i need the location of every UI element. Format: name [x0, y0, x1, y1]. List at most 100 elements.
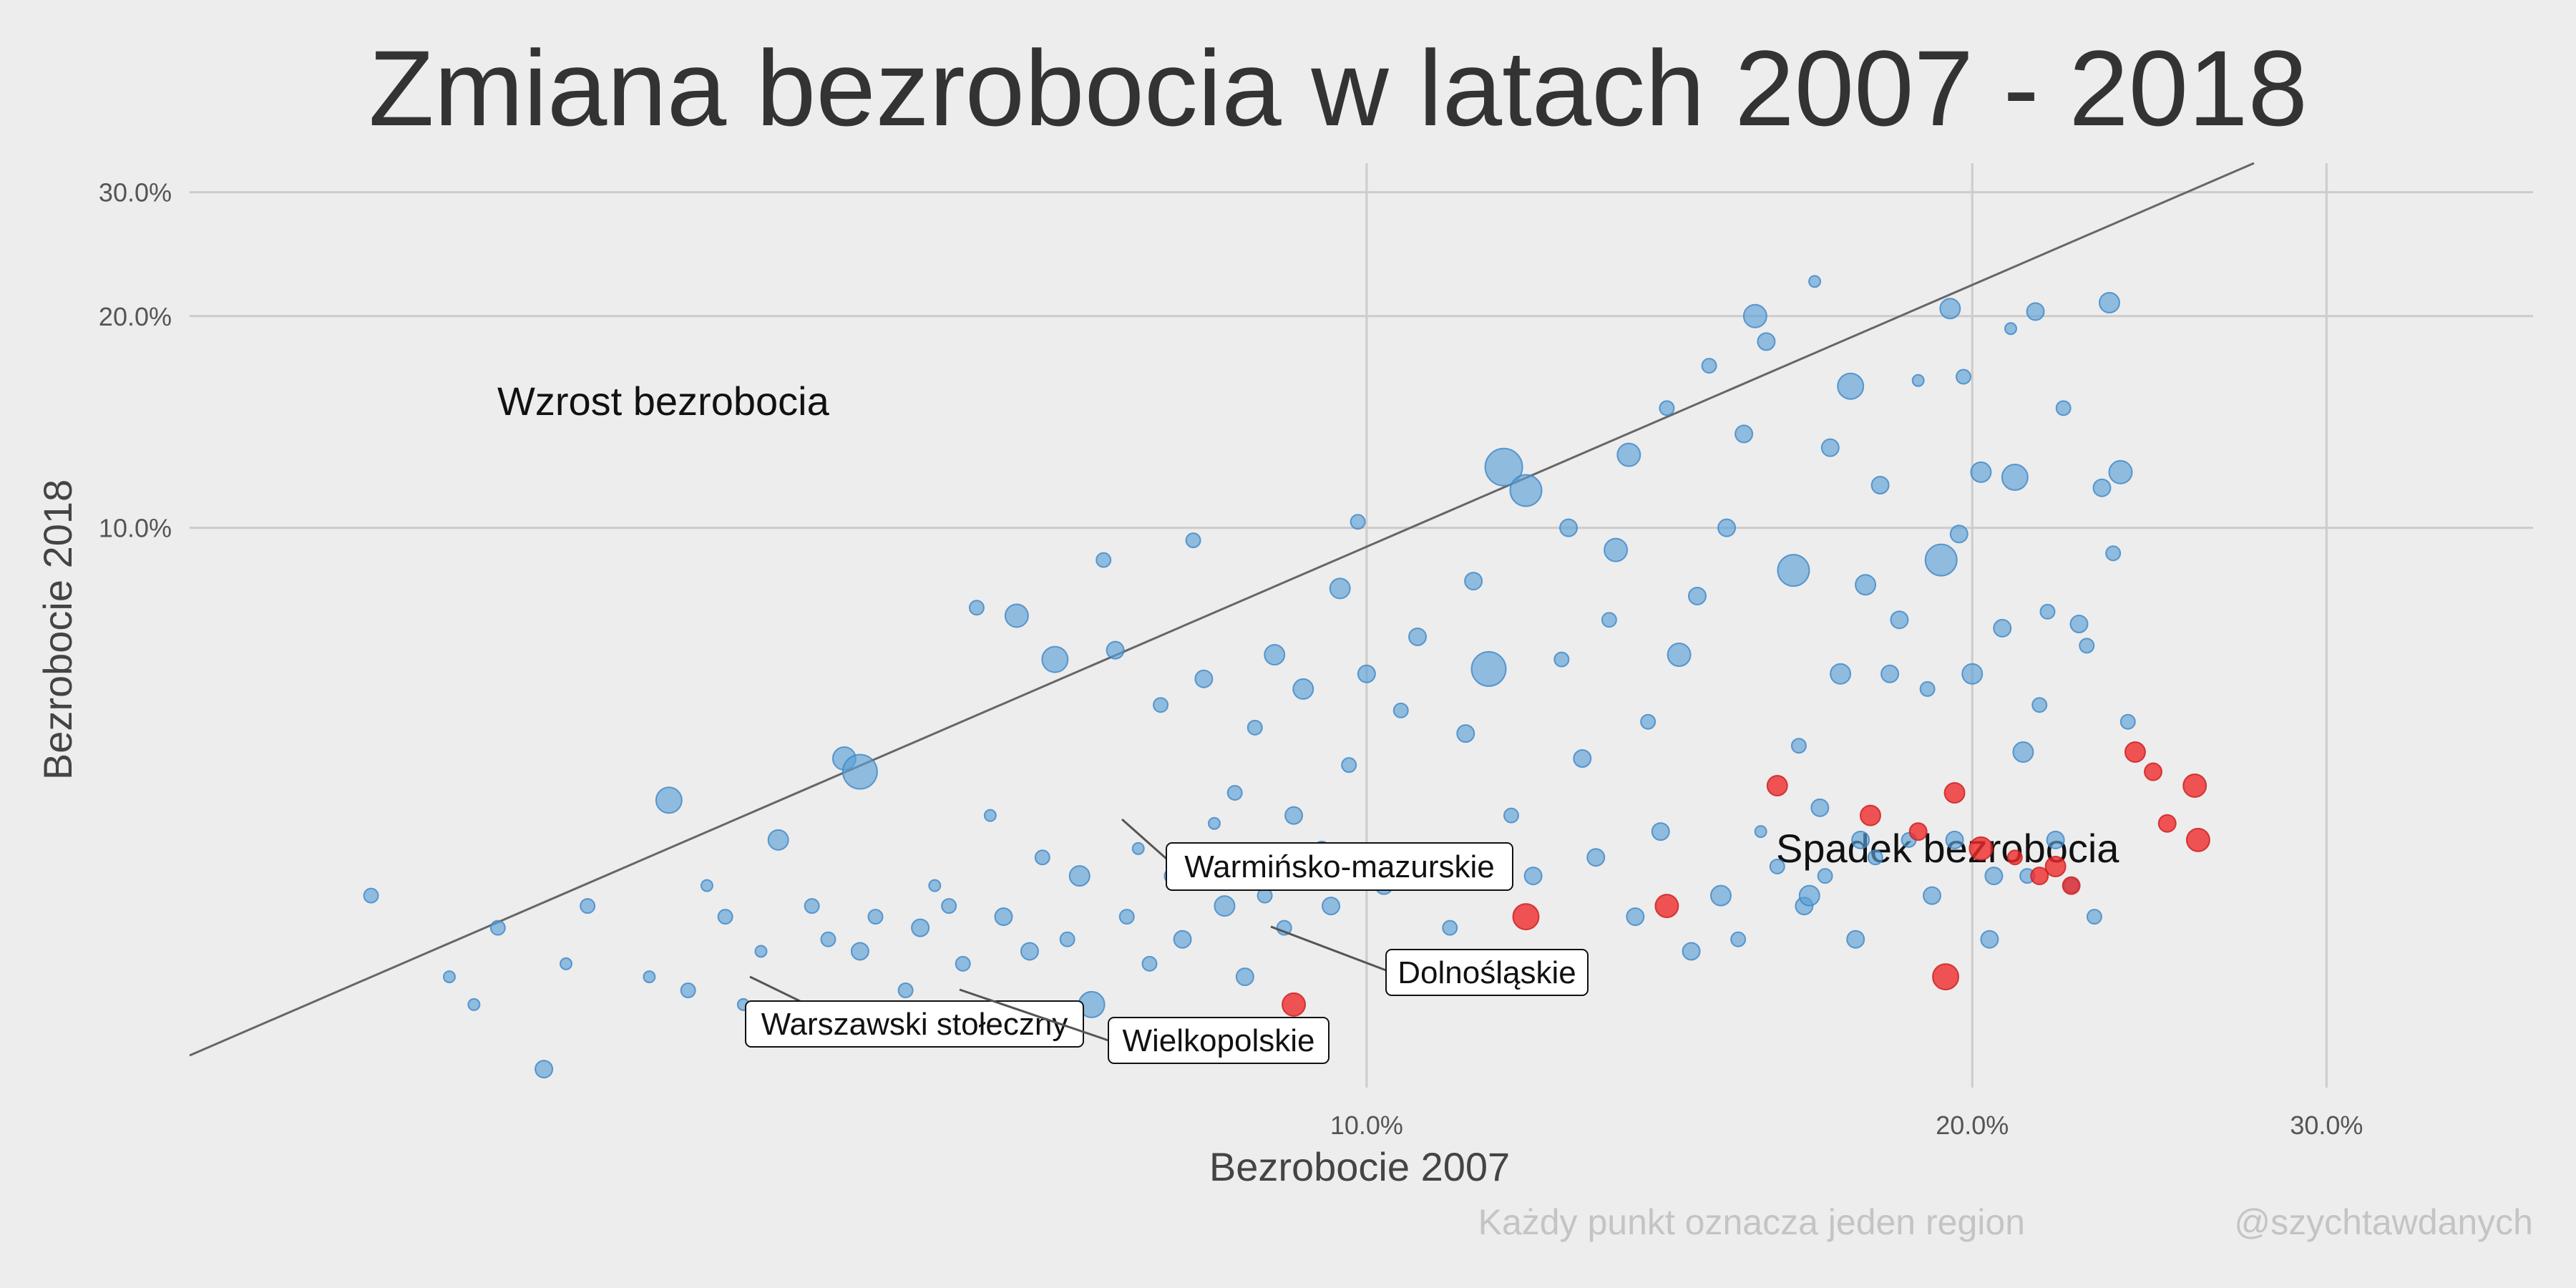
region-point — [535, 1060, 554, 1079]
region-point — [955, 955, 971, 972]
region-point — [983, 809, 997, 822]
callout-label-wielkopolskie: Wielkopolskie — [1123, 1023, 1315, 1058]
region-point — [442, 970, 456, 984]
highlighted-region-point — [2044, 855, 2067, 877]
callout-label-warminsko-mazurskie: Warmińsko-mazurskie — [1184, 849, 1495, 884]
region-point — [928, 879, 942, 892]
region-point — [643, 970, 656, 984]
region-point — [1970, 461, 1992, 483]
region-point — [1141, 955, 1158, 972]
region-point — [1041, 645, 1069, 673]
region-point — [1855, 574, 1877, 596]
region-point — [700, 879, 713, 892]
y-tick-label: 20.0% — [99, 302, 172, 331]
region-point — [1923, 886, 1942, 905]
region-point — [1945, 830, 1964, 849]
region-point — [2069, 615, 2089, 634]
region-point — [1553, 651, 1570, 668]
region-point — [1106, 640, 1125, 660]
region-point — [841, 753, 878, 790]
callout-label-warszawski-stoleczny: Warszawski stołeczny — [761, 1007, 1068, 1042]
region-point — [1742, 303, 1767, 328]
region-point — [1004, 603, 1029, 628]
region-point — [1470, 650, 1507, 687]
x-axis-label: Bezrobocie 2007 — [1209, 1144, 1510, 1189]
region-point — [1993, 618, 2012, 638]
series-highlighted — [1282, 741, 2210, 1017]
region-point — [1357, 664, 1376, 683]
region-point — [655, 786, 683, 814]
region-point — [2086, 909, 2102, 925]
footer-credit: @szychtawdanych — [2234, 1202, 2533, 1242]
highlighted-region-point — [1654, 894, 1679, 919]
region-point — [467, 997, 481, 1011]
highlighted-region-point — [2006, 849, 2023, 866]
region-point — [1503, 807, 1519, 824]
region-point — [1096, 552, 1112, 568]
highlighted-region-point — [2157, 814, 2177, 833]
region-point — [1131, 841, 1145, 855]
region-point — [717, 909, 733, 925]
region-point — [1651, 822, 1670, 841]
highlighted-region-point — [2182, 773, 2207, 798]
callout-warszawski-stoleczny: Warszawski stołeczny — [745, 975, 1084, 1048]
region-point — [1640, 713, 1657, 730]
region-point — [489, 919, 506, 936]
region-point — [1867, 849, 1883, 866]
region-point — [2026, 302, 2045, 321]
region-point — [1559, 518, 1579, 537]
y-axis-label: Bezrobocie 2018 — [35, 479, 80, 780]
region-point — [1235, 967, 1254, 987]
series-regions — [363, 275, 2136, 1079]
region-point — [1846, 930, 1865, 949]
region-point — [1709, 884, 1732, 907]
highlighted-region-point — [1766, 774, 1788, 796]
region-point — [1687, 586, 1707, 605]
quadrant-label-increase: Wzrost bezrobocia — [497, 379, 830, 424]
region-point — [1880, 664, 1900, 683]
region-point — [1754, 825, 1767, 839]
region-point — [1919, 680, 1936, 697]
region-point — [1292, 678, 1314, 700]
region-point — [1808, 275, 1822, 288]
region-point — [1730, 931, 1747, 947]
region-point — [680, 982, 696, 999]
region-point — [1851, 830, 1870, 849]
region-point — [1329, 577, 1351, 600]
region-point — [363, 887, 379, 904]
region-point — [2039, 603, 2056, 620]
region-point — [1870, 476, 1890, 495]
region-point — [1442, 919, 1458, 936]
highlighted-region-point — [2185, 827, 2210, 852]
region-point — [1820, 438, 1840, 457]
region-point — [2079, 638, 2095, 654]
region-point — [1408, 627, 1428, 646]
region-point — [2119, 713, 2136, 730]
y-tick-label: 10.0% — [99, 514, 172, 543]
region-point — [1153, 697, 1169, 713]
region-point — [1667, 643, 1692, 668]
region-point — [1984, 867, 2004, 886]
axis-ticks: 10.0% 20.0% 30.0% 10.0% 20.0% 30.0% — [99, 178, 2363, 1140]
highlighted-region-point — [2124, 741, 2146, 763]
region-point — [1059, 931, 1075, 947]
region-point — [560, 957, 573, 970]
region-point — [1961, 663, 1984, 685]
highlighted-region-point — [2062, 876, 2081, 895]
reference-line — [189, 162, 2255, 1057]
region-point — [1939, 298, 1961, 320]
highlighted-region-point — [1512, 903, 1540, 931]
region-point — [1509, 474, 1543, 507]
region-point — [1616, 442, 1641, 467]
region-point — [2105, 545, 2122, 562]
region-point — [1246, 719, 1263, 736]
callout-wielkopolskie: Wielkopolskie — [959, 988, 1330, 1064]
highlighted-region-point — [1908, 822, 1928, 841]
region-point — [1341, 757, 1357, 774]
region-point — [580, 898, 596, 914]
highlighted-region-point — [2030, 867, 2049, 886]
region-point — [1735, 424, 1754, 444]
region-point — [994, 907, 1013, 927]
region-point — [2092, 478, 2112, 497]
